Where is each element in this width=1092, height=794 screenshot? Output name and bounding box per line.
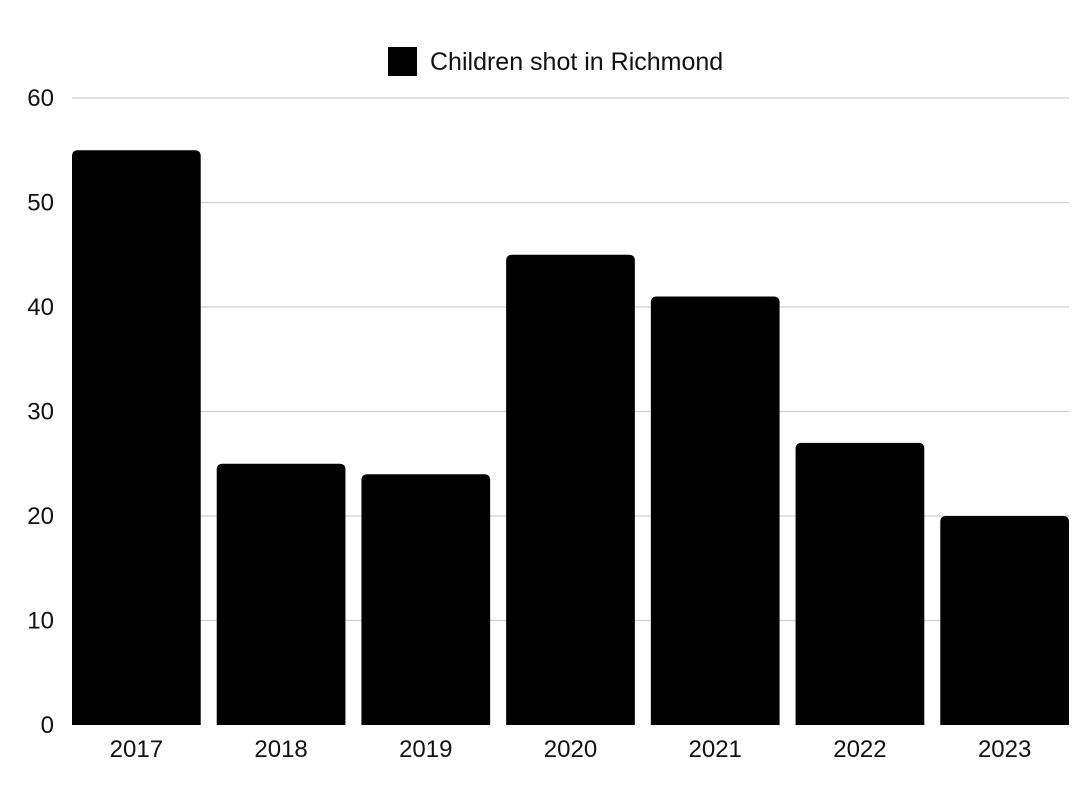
bar-2022: [795, 442, 925, 725]
bars: [72, 150, 1069, 725]
x-axis-ticks: 2017 2018 2019 2020 2021 2022 2023: [110, 736, 1032, 763]
legend-swatch: [388, 47, 417, 76]
bar-2021: [650, 296, 780, 725]
bar-2018: [216, 463, 346, 725]
x-tick-label: 2023: [978, 736, 1031, 763]
bar-2019: [361, 474, 491, 725]
bar-2020: [506, 254, 635, 725]
legend: Children shot in Richmond: [388, 47, 723, 76]
bar-2023: [940, 516, 1069, 725]
y-tick-label: 0: [41, 712, 54, 739]
bar-2017: [72, 150, 201, 725]
x-tick-label: 2018: [254, 736, 307, 763]
y-tick-label: 40: [27, 294, 54, 321]
x-tick-label: 2021: [689, 736, 742, 763]
y-tick-label: 60: [27, 85, 54, 112]
x-tick-label: 2020: [544, 736, 597, 763]
x-tick-label: 2019: [399, 736, 452, 763]
legend-label: Children shot in Richmond: [430, 48, 723, 76]
y-tick-label: 30: [27, 399, 54, 426]
y-tick-label: 10: [27, 608, 54, 635]
y-tick-label: 20: [27, 503, 54, 530]
y-tick-label: 50: [27, 190, 54, 217]
y-axis-ticks: 0 10 20 30 40 50 60: [27, 85, 54, 739]
x-tick-label: 2017: [110, 736, 163, 763]
x-tick-label: 2022: [833, 736, 886, 763]
